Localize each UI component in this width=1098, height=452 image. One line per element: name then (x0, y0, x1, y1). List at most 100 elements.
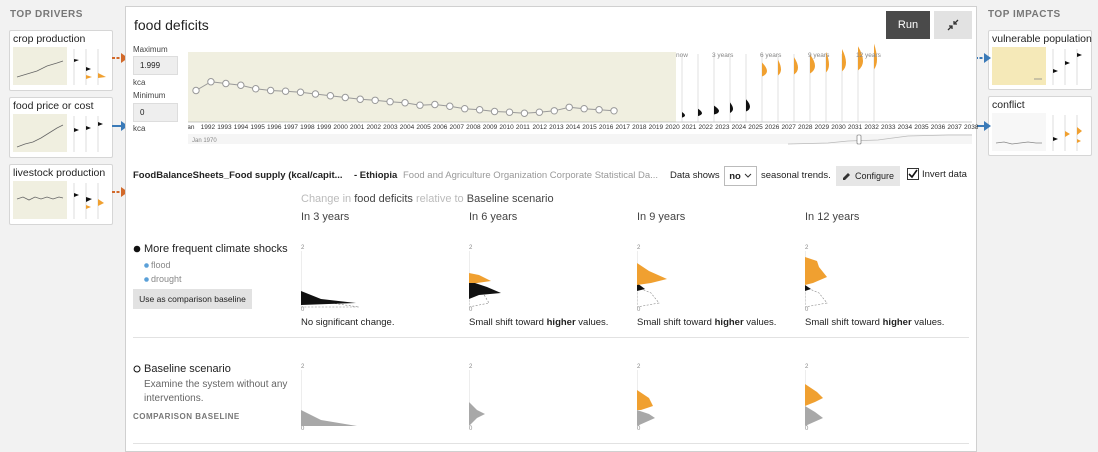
invert-data-toggle[interactable]: Invert data (907, 168, 967, 180)
tick-label: 0 (637, 307, 641, 311)
change-caption: No significant change. (301, 317, 394, 328)
x-tick-label: 2034 (898, 124, 913, 131)
impact-projection-icon (1052, 115, 1082, 151)
caption-text: values. (911, 317, 945, 328)
top-impacts-title: TOP IMPACTS (988, 9, 1061, 20)
distribution-cell: 20 (469, 364, 485, 430)
impact-sparkline (992, 113, 1046, 151)
scenario-name: More frequent climate shocks (144, 243, 288, 255)
change-in-label: Change in (301, 193, 352, 205)
min-input[interactable]: 0 (133, 103, 178, 122)
max-label: Maximum (133, 45, 168, 54)
dataset-name[interactable]: FoodBalanceSheets_Food supply (kcal/capi… (133, 170, 343, 181)
brush-sparkline (787, 134, 972, 145)
driver-card-crop-production[interactable]: crop production (9, 30, 113, 91)
projection-distribution (730, 102, 733, 114)
projection-distribution (682, 112, 685, 118)
history-point (311, 90, 320, 98)
x-tick-label: 2000 (333, 124, 348, 131)
history-point (252, 85, 260, 93)
caption-text: Small shift toward (469, 317, 547, 328)
projection-distribution (778, 59, 781, 76)
history-background (188, 52, 676, 122)
impact-card-conflict[interactable]: conflict (988, 96, 1092, 156)
tick-label: 2 (805, 245, 809, 251)
history-point (326, 92, 335, 100)
scenario-description: Examine the system without any intervent… (144, 379, 288, 404)
driver-card-food-price[interactable]: food price or cost (9, 97, 113, 158)
x-tick-label: 2027 (781, 124, 796, 131)
x-tick-label: 2016 (599, 124, 614, 131)
scenario-climate-shocks[interactable]: More frequent climate shocks (133, 243, 288, 255)
radio-unselected-icon[interactable] (133, 365, 141, 373)
x-tick-label: 1999 (317, 124, 332, 131)
caption-bold: higher (714, 317, 744, 328)
x-tick-label: 2026 (765, 124, 780, 131)
dataset-region: - Ethiopia (354, 170, 398, 181)
driver-label: food price or cost (13, 100, 94, 112)
seasonal-select[interactable]: no (724, 166, 757, 186)
tick-label: 2 (637, 245, 641, 251)
history-point (401, 99, 409, 107)
tick-label: 2 (469, 245, 473, 251)
driver-card-livestock-production[interactable]: livestock production (9, 164, 113, 225)
min-unit: kca (133, 124, 146, 133)
driver-arrow-icon (112, 187, 128, 197)
history-point (535, 108, 544, 116)
x-tick-label: 2035 (914, 124, 929, 131)
use-as-baseline-button[interactable]: Use as comparison baseline (133, 289, 252, 309)
page-title: food deficits (134, 17, 209, 33)
x-tick-label: 2006 (433, 124, 448, 131)
history-point (446, 102, 454, 110)
change-caption: Small shift toward higher values. (805, 317, 944, 328)
history-point (550, 107, 558, 115)
caption-text: Small shift toward (637, 317, 715, 328)
history-point (475, 106, 484, 114)
x-tick-label: 2038 (964, 124, 978, 131)
x-tick-label: 2021 (682, 124, 697, 131)
configure-button[interactable]: Configure (836, 166, 900, 186)
distribution-cell: 20 (469, 245, 501, 311)
scenario-baseline[interactable]: Baseline scenario (133, 363, 231, 375)
history-point (266, 86, 275, 95)
tick-label: 2 (805, 364, 809, 370)
driver-projection-icon (73, 116, 103, 152)
comparison-concept: food deficits (354, 193, 413, 205)
caption-text: values. (575, 317, 609, 328)
x-tick-label: 1993 (217, 124, 232, 131)
x-tick-label: 1997 (284, 124, 299, 131)
x-tick-label: 2019 (649, 124, 664, 131)
x-tick-label: 2018 (632, 124, 647, 131)
tick-label: 0 (637, 426, 641, 430)
impact-card-vulnerable-population[interactable]: vulnerable population (988, 30, 1092, 90)
max-unit: kca (133, 78, 146, 87)
seasonal-select-value: no (729, 170, 741, 182)
radio-selected-icon[interactable] (133, 245, 141, 253)
scenario-distribution (301, 291, 356, 305)
caption-bold: higher (882, 317, 912, 328)
comparison-header: Change in food deficits relative to Base… (301, 193, 554, 205)
scenario-distribution (469, 281, 501, 299)
x-tick-label: 2014 (566, 124, 581, 131)
timeseries-chart[interactable]: Jan1992199319941995199619971998199920002… (188, 42, 978, 152)
projection-distribution (842, 49, 846, 72)
run-button[interactable]: Run (886, 11, 930, 39)
min-label: Minimum (133, 91, 166, 100)
x-tick-label: 2031 (848, 124, 863, 131)
collapse-arrows-icon (947, 19, 959, 31)
caption-bold: higher (546, 317, 576, 328)
collapse-button[interactable] (934, 11, 972, 39)
x-tick-label: 2015 (582, 124, 597, 131)
x-tick-label: Jan (188, 124, 195, 131)
history-point (520, 109, 529, 117)
checkbox-checked-icon[interactable] (907, 168, 919, 180)
tick-label: 0 (301, 426, 305, 430)
baseline-distribution (637, 410, 655, 426)
history-point (461, 104, 469, 113)
impact-label: vulnerable population (992, 33, 1092, 45)
x-tick-label: 2032 (864, 124, 879, 131)
x-tick-label: 2033 (881, 124, 896, 131)
caption-text: No significant change. (301, 317, 395, 328)
x-tick-label: 2028 (798, 124, 813, 131)
max-input[interactable]: 1.999 (133, 56, 178, 75)
